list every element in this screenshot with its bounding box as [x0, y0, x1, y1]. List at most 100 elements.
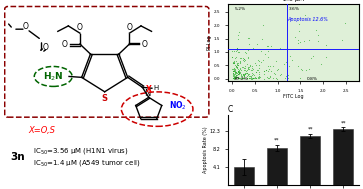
- Point: [249, 77, 255, 80]
- Point: [235, 70, 241, 73]
- Point: [261, 73, 267, 76]
- Point: [231, 70, 236, 73]
- Point: [231, 61, 237, 64]
- Point: [245, 67, 251, 70]
- Point: [234, 48, 240, 51]
- Point: [255, 59, 261, 62]
- Point: [256, 74, 262, 77]
- Point: [234, 64, 240, 67]
- Point: [231, 69, 237, 72]
- Point: [230, 70, 236, 73]
- Point: [230, 61, 236, 64]
- Text: NO$_2$: NO$_2$: [169, 99, 187, 112]
- Point: [249, 77, 255, 80]
- Point: [241, 75, 247, 78]
- Point: [240, 74, 246, 77]
- Point: [233, 64, 239, 67]
- Point: [244, 76, 249, 79]
- Point: [253, 70, 259, 73]
- Point: [235, 63, 241, 66]
- Point: [264, 45, 270, 48]
- Point: [243, 72, 249, 75]
- Point: [246, 77, 252, 80]
- Point: [236, 51, 242, 54]
- Point: [250, 77, 256, 80]
- Point: [234, 76, 240, 79]
- Point: [246, 43, 252, 46]
- Point: [252, 75, 258, 78]
- Point: [231, 71, 236, 74]
- Point: [234, 66, 240, 69]
- Point: [275, 68, 281, 71]
- Point: [234, 62, 240, 65]
- Point: [241, 72, 246, 75]
- Bar: [234, 167, 254, 185]
- Text: O: O: [62, 40, 68, 49]
- Point: [299, 69, 305, 72]
- Point: [231, 69, 236, 72]
- Point: [231, 77, 236, 80]
- Point: [278, 73, 284, 76]
- Point: [270, 64, 276, 67]
- Point: [295, 39, 301, 42]
- Point: [231, 67, 237, 70]
- Point: [266, 44, 272, 47]
- Point: [240, 76, 246, 79]
- Point: [286, 64, 292, 67]
- Point: [233, 74, 239, 77]
- Point: [234, 76, 240, 79]
- Text: 3n: 3n: [10, 152, 25, 162]
- Point: [273, 77, 279, 80]
- Point: [241, 72, 246, 75]
- Point: [282, 63, 287, 66]
- Point: [230, 73, 236, 76]
- Point: [232, 68, 238, 71]
- Point: [229, 55, 235, 58]
- Point: [245, 55, 251, 58]
- Point: [289, 58, 295, 61]
- Point: [233, 72, 238, 75]
- Point: [240, 65, 246, 68]
- Point: [245, 65, 251, 68]
- Point: [285, 73, 291, 76]
- Point: [248, 76, 254, 79]
- Point: [236, 70, 242, 73]
- Point: [240, 58, 246, 61]
- Point: [234, 72, 240, 75]
- Point: [283, 60, 289, 63]
- Point: [231, 76, 237, 79]
- Point: [260, 24, 265, 27]
- Ellipse shape: [34, 67, 72, 86]
- Point: [246, 76, 252, 79]
- Point: [256, 63, 261, 66]
- Point: [253, 71, 259, 74]
- Bar: [334, 129, 354, 185]
- Point: [277, 46, 282, 49]
- Point: [256, 59, 262, 62]
- Point: [236, 37, 241, 40]
- Point: [297, 23, 302, 26]
- Point: [297, 41, 302, 44]
- Point: [233, 66, 239, 69]
- Point: [230, 67, 236, 70]
- Point: [232, 77, 238, 80]
- Point: [249, 71, 255, 74]
- Point: [250, 67, 256, 70]
- Point: [236, 70, 241, 73]
- Point: [248, 74, 254, 77]
- Text: O: O: [126, 23, 132, 32]
- Point: [269, 44, 274, 47]
- Text: 87.2%: 87.2%: [234, 77, 248, 81]
- Point: [237, 57, 243, 60]
- Point: [250, 73, 256, 76]
- Point: [247, 65, 253, 68]
- Point: [236, 72, 242, 75]
- Point: [308, 56, 314, 59]
- Bar: [267, 148, 287, 185]
- Point: [256, 76, 262, 79]
- Point: [232, 64, 238, 67]
- Point: [274, 69, 280, 72]
- Point: [268, 76, 273, 79]
- Point: [241, 75, 247, 78]
- Point: [249, 69, 255, 72]
